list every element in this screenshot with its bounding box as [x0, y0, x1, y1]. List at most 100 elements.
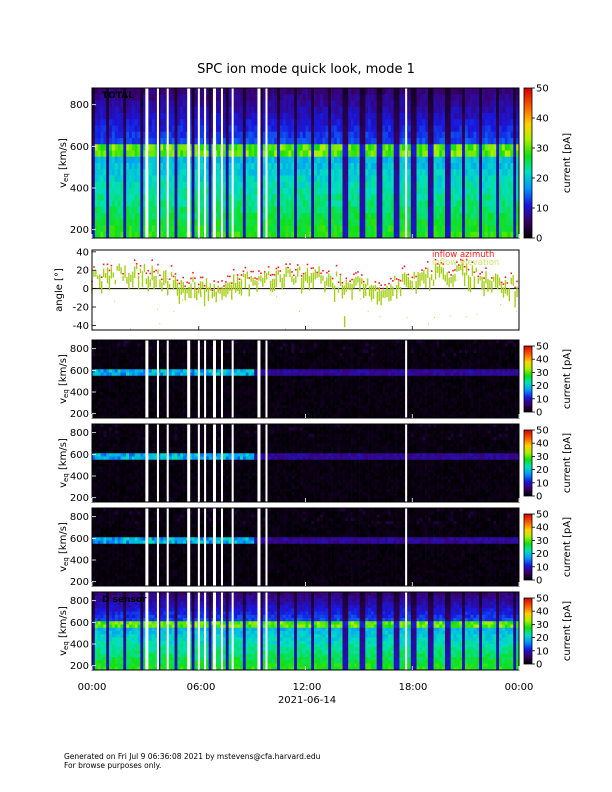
heatmap-cell	[484, 163, 488, 170]
heatmap-cell	[294, 131, 298, 139]
heatmap-cell	[322, 194, 326, 201]
heatmap-cell	[109, 119, 113, 126]
heatmap-cell	[459, 175, 463, 183]
heatmap-cell	[442, 150, 446, 158]
heatmap-cell	[285, 106, 289, 114]
heatmap-cell	[305, 175, 309, 183]
heatmap-cell	[151, 100, 155, 108]
heatmap-cell	[234, 131, 238, 139]
heatmap-cell	[123, 150, 127, 158]
heatmap-cell	[308, 150, 312, 158]
heatmap-cell	[134, 213, 138, 220]
heatmap-cell	[390, 119, 395, 126]
heatmap-cell	[259, 175, 264, 183]
heatmap-cell	[291, 144, 295, 151]
heatmap-cell	[390, 225, 395, 233]
heatmap-cell	[168, 340, 173, 344]
heatmap-cell	[228, 94, 232, 101]
heatmap-cell	[496, 188, 500, 195]
heatmap-cell	[251, 169, 255, 176]
heatmap-cell	[217, 169, 221, 176]
heatmap-cell	[259, 125, 264, 133]
heatmap-cell	[151, 213, 155, 220]
heatmap-cell	[479, 94, 483, 101]
heatmap-cell	[402, 100, 406, 108]
azimuth-point	[331, 277, 334, 280]
heatmap-cell	[188, 88, 192, 95]
heatmap-cell	[493, 88, 497, 95]
heatmap-cell	[94, 194, 98, 201]
heatmap-cell	[117, 340, 121, 344]
azimuth-point	[186, 281, 188, 284]
heatmap-cell	[442, 156, 446, 164]
heatmap-cell	[92, 408, 96, 412]
heatmap-cell	[356, 144, 360, 151]
heatmap-cell	[92, 100, 96, 108]
heatmap-cell	[459, 188, 463, 195]
heatmap-cell	[240, 181, 244, 189]
heatmap-cell	[194, 340, 198, 344]
heatmap-cell	[379, 156, 383, 164]
heatmap-cell	[294, 125, 298, 133]
heatmap-cell	[507, 200, 511, 208]
heatmap-cell	[342, 225, 346, 233]
heatmap-cell	[388, 231, 392, 239]
heatmap-cell	[100, 405, 104, 409]
heatmap-cell	[180, 343, 184, 347]
heatmap-cell	[259, 131, 264, 139]
heatmap-cell	[137, 206, 141, 214]
heatmap-cell	[277, 213, 281, 220]
heatmap-cell	[282, 225, 286, 233]
heatmap-cell	[393, 100, 397, 108]
heatmap-cell	[225, 106, 229, 114]
heatmap-cell	[180, 359, 184, 364]
heatmap-cell	[177, 359, 181, 364]
azimuth-point	[360, 274, 363, 276]
heatmap-cell	[174, 213, 178, 220]
heatmap-cell	[376, 138, 380, 145]
heatmap-cell	[117, 375, 121, 380]
heatmap-cell	[331, 94, 335, 101]
heatmap-cell	[453, 150, 457, 158]
heatmap-cell	[467, 156, 471, 164]
heatmap-cell	[382, 138, 386, 145]
heatmap-cell	[180, 175, 184, 183]
heatmap-cell	[168, 392, 173, 396]
heatmap-cell	[402, 175, 406, 183]
heatmap-cell	[390, 181, 395, 189]
heatmap-cell	[285, 219, 289, 226]
heatmap-cell	[140, 188, 144, 195]
heatmap-cell	[425, 194, 429, 201]
heatmap-cell	[251, 163, 255, 170]
heatmap-cell	[262, 125, 266, 133]
heatmap-cell	[277, 188, 281, 195]
heatmap-cell	[325, 144, 329, 151]
heatmap-cell	[470, 131, 474, 139]
azimuth-point	[491, 277, 493, 279]
heatmap-cell	[322, 213, 326, 220]
heatmap-cell	[106, 188, 110, 195]
heatmap-cell	[194, 113, 198, 120]
heatmap-cell	[359, 125, 363, 133]
heatmap-cell	[436, 163, 440, 170]
azimuth-point	[300, 275, 303, 277]
heatmap-cell	[160, 411, 164, 416]
heatmap-cell	[459, 94, 463, 101]
heatmap-cell	[368, 144, 372, 151]
heatmap-cell	[242, 188, 247, 195]
heatmap-cell	[325, 181, 329, 189]
heatmap-cell	[356, 119, 360, 126]
heatmap-cell	[154, 382, 158, 386]
heatmap-cell	[111, 94, 116, 101]
heatmap-cell	[268, 106, 272, 114]
heatmap-cell	[268, 169, 272, 176]
heatmap-cell	[476, 125, 480, 133]
heatmap-cell	[157, 343, 161, 347]
heatmap-cell	[137, 411, 141, 416]
heatmap-cell	[453, 131, 457, 139]
heatmap-cell	[433, 100, 437, 108]
heatmap-cell	[279, 188, 284, 195]
heatmap-cell	[163, 340, 167, 344]
heatmap-cell	[157, 359, 161, 364]
heatmap-cell	[501, 200, 506, 208]
